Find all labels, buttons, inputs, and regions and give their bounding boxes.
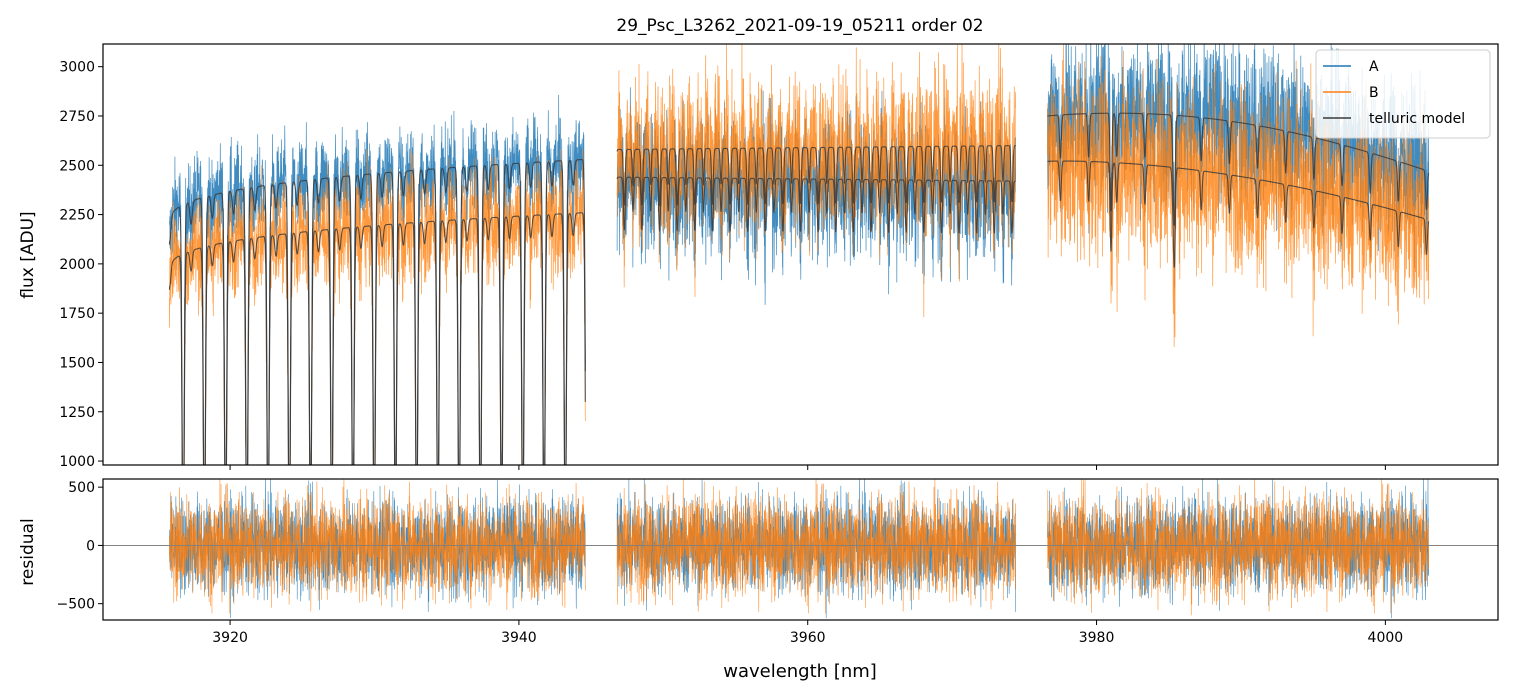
spectrum-plot-area [168, 44, 1430, 465]
telluric-model-b-segment-1 [168, 212, 586, 465]
spectrum-panel: 1000 1250 1500 1750 2000 2250 2500 2750 3000 flu… [18, 43, 1499, 470]
residual-b-segment-2 [616, 479, 1016, 614]
residual-panel: −500 0 500 3920 3940 3960 3980 4000 residual w… [18, 478, 1499, 682]
telluric-model-b-segment-3 [1047, 160, 1430, 268]
legend-entry-a: A [1323, 59, 1379, 75]
legend-frame [1315, 49, 1491, 139]
spectrum-y-axis-label: flux [ADU] [18, 211, 38, 298]
spectrum-y-tick-label: 2250 [59, 208, 95, 224]
spectrum-y-ticks: 1000 1250 1500 1750 2000 2250 2500 2750 3000 [59, 60, 103, 470]
spectrum-y-tick-label: 1000 [59, 454, 95, 470]
residual-axes-frame [102, 478, 1499, 621]
spectrum-y-tick-label: 2750 [59, 109, 95, 125]
spectrum-axes-frame [102, 43, 1499, 466]
spectrum-x-ticks [229, 465, 1386, 470]
residual-y-tick-label: 500 [68, 480, 95, 496]
residual-b-segment-1 [169, 479, 586, 614]
series-b-segment-1 [169, 149, 586, 465]
spectrum-y-tick-label: 1500 [59, 355, 95, 371]
spectrum-y-tick-label: 1250 [59, 405, 95, 421]
legend: A B telluric model [1315, 49, 1491, 139]
residual-y-tick-label: −500 [57, 597, 95, 613]
residual-y-axis-label: residual [18, 518, 38, 585]
chart-title: 29_Psc_L3262_2021-09-19_05211 order 02 [616, 16, 983, 36]
telluric-model-a-segment-1 [168, 159, 586, 465]
legend-entry-b: B [1323, 85, 1379, 101]
residual-x-tick-label: 4000 [1368, 630, 1404, 646]
telluric-model-a-segment-2 [616, 176, 1016, 234]
legend-entry-model: telluric model [1323, 111, 1465, 127]
spectrum-y-tick-label: 3000 [59, 60, 95, 76]
residual-x-tick-label: 3940 [501, 630, 537, 646]
residual-x-tick-label: 3920 [212, 630, 248, 646]
spectrum-y-tick-label: 1750 [59, 306, 95, 322]
residual-y-tick-label: 0 [86, 538, 95, 554]
legend-a-label: A [1369, 59, 1379, 75]
legend-model-label: telluric model [1369, 111, 1465, 127]
residual-plot-area [103, 479, 1498, 619]
spectrum-y-tick-label: 2000 [59, 257, 95, 273]
residual-x-tick-label: 3980 [1079, 630, 1115, 646]
spectrum-y-tick-label: 2500 [59, 158, 95, 174]
series-b-segment-2 [616, 44, 1017, 318]
x-axis-label: wavelength [nm] [723, 661, 877, 682]
telluric-model-b-segment-2 [616, 145, 1016, 207]
residual-x-tick-label: 3960 [790, 630, 826, 646]
residual-x-ticks: 3920 3940 3960 3980 4000 [212, 620, 1403, 646]
series-b-segment-3 [1047, 44, 1430, 347]
residual-y-ticks: −500 0 500 [57, 480, 103, 613]
telluric-model-a-segment-3 [1047, 112, 1430, 226]
residual-b-segment-3 [1047, 479, 1429, 616]
legend-b-label: B [1369, 85, 1379, 101]
